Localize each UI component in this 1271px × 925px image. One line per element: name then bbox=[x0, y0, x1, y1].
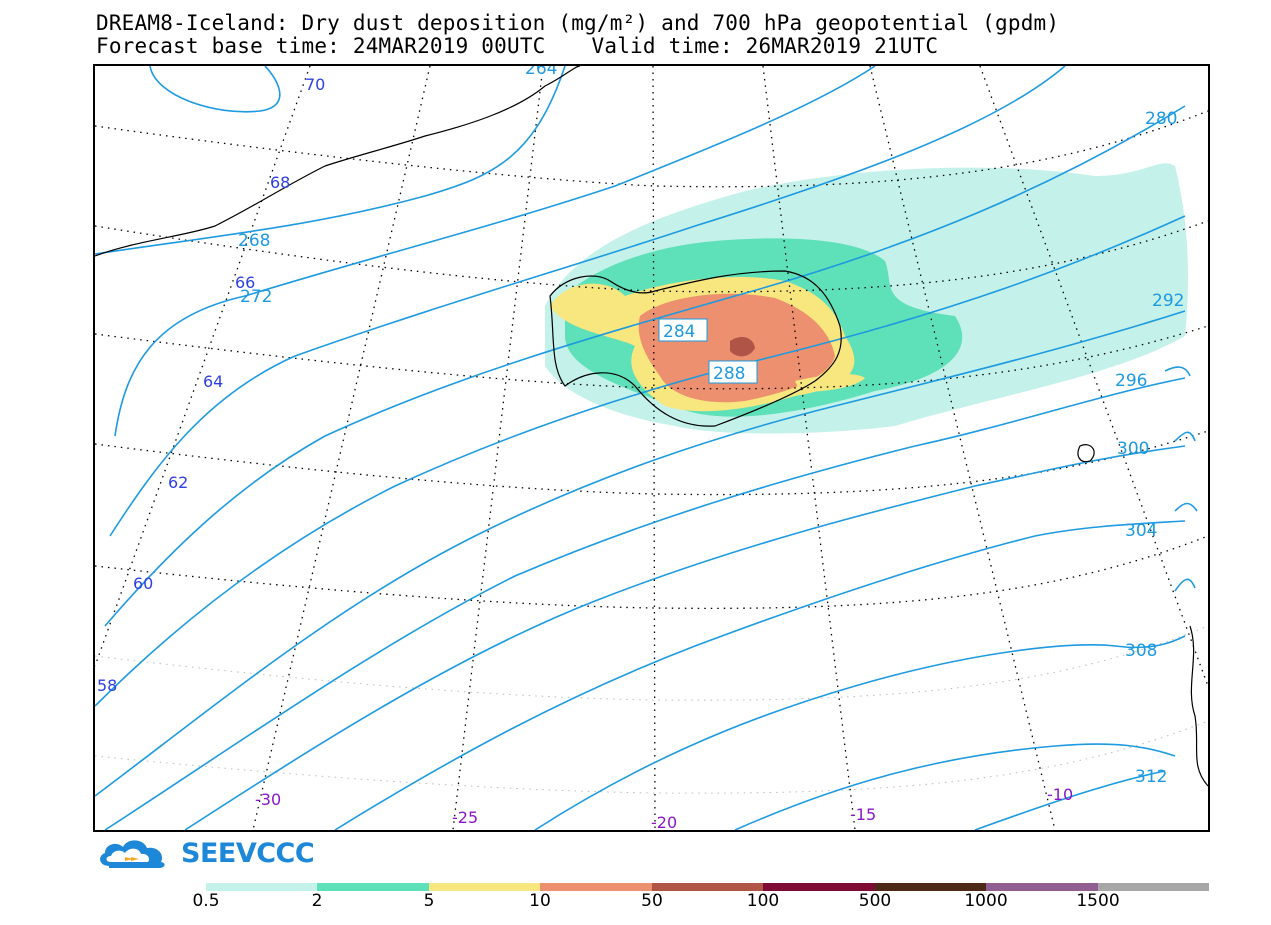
parallels bbox=[95, 110, 1208, 610]
contour-label-292: 292 bbox=[1152, 291, 1184, 311]
longitude-labels: -30 -25 -20 -15 -10 bbox=[255, 785, 1073, 830]
legend-swatch-0_5 bbox=[206, 883, 318, 891]
legend-label-5: 5 bbox=[423, 891, 435, 911]
forecast-map[interactable]: 264 268 272 280 284 288 292 296 300 304 … bbox=[93, 64, 1210, 832]
dust-level-50 bbox=[730, 336, 755, 357]
contour-label-264: 264 bbox=[525, 66, 557, 79]
legend-swatch-1500 bbox=[1097, 883, 1209, 891]
contour-label-304: 304 bbox=[1125, 521, 1157, 541]
contour-label-272: 272 bbox=[240, 287, 272, 307]
lon-label-minus-10: -10 bbox=[1047, 785, 1073, 804]
base-time: Forecast base time: 24MAR2019 00UTC bbox=[96, 34, 546, 58]
contour-label-284: 284 bbox=[663, 322, 695, 342]
valid-time: Valid time: 26MAR2019 21UTC bbox=[591, 34, 939, 58]
logo-text: SEEVCCC bbox=[181, 838, 315, 869]
contour-label-300: 300 bbox=[1117, 439, 1149, 459]
legend-label-2: 2 bbox=[311, 891, 323, 911]
map-canvas: 264 268 272 280 284 288 292 296 300 304 … bbox=[95, 66, 1208, 830]
time-info: Forecast base time: 24MAR2019 00UTC Valid… bbox=[96, 35, 938, 57]
cloud-arrow-logo-icon bbox=[100, 840, 165, 868]
legend-label-0_5: 0.5 bbox=[192, 891, 220, 911]
contour-label-308: 308 bbox=[1125, 641, 1157, 661]
legend-swatch-1000 bbox=[986, 883, 1098, 891]
geopotential-contours bbox=[95, 66, 1198, 830]
legend-label-500: 500 bbox=[858, 891, 892, 911]
lon-label-minus-25: -25 bbox=[452, 808, 478, 827]
color-legend bbox=[206, 883, 1209, 891]
legend-label-50: 50 bbox=[641, 891, 663, 911]
lat-label-68: 68 bbox=[270, 173, 290, 192]
seevccc-logo: SEEVCCC bbox=[95, 836, 315, 872]
dust-level-5-east bbox=[795, 374, 865, 392]
latitude-labels: 70 68 66 64 62 60 58 bbox=[97, 75, 325, 695]
contour-label-296: 296 bbox=[1115, 371, 1147, 391]
legend-swatch-2 bbox=[317, 883, 429, 891]
contour-labels: 264 268 272 280 284 288 292 296 300 304 … bbox=[238, 66, 1184, 787]
legend-swatch-500 bbox=[874, 883, 987, 891]
lat-label-62: 62 bbox=[168, 473, 188, 492]
contour-label-280: 280 bbox=[1145, 109, 1177, 129]
lon-label-minus-20: -20 bbox=[651, 813, 677, 830]
legend-swatch-5 bbox=[428, 883, 541, 891]
contour-label-268: 268 bbox=[238, 231, 270, 251]
legend-label-10: 10 bbox=[529, 891, 551, 911]
contour-label-312: 312 bbox=[1135, 767, 1167, 787]
legend-label-1500: 1500 bbox=[1076, 891, 1120, 911]
lon-label-minus-15: -15 bbox=[850, 805, 876, 824]
legend-label-1000: 1000 bbox=[964, 891, 1008, 911]
legend-swatch-100 bbox=[763, 883, 875, 891]
contour-label-288: 288 bbox=[713, 364, 745, 384]
lon-label-minus-30: -30 bbox=[255, 790, 281, 809]
legend-swatch-50 bbox=[651, 883, 764, 891]
lat-label-70: 70 bbox=[305, 75, 325, 94]
legend-label-100: 100 bbox=[746, 891, 780, 911]
lat-label-58: 58 bbox=[97, 676, 117, 695]
legend-swatch-10 bbox=[540, 883, 652, 891]
lat-label-64: 64 bbox=[203, 372, 223, 391]
meridians bbox=[95, 66, 1208, 830]
map-title: DREAM8-Iceland: Dry dust deposition (mg/… bbox=[96, 11, 1060, 35]
coastline-outline bbox=[95, 66, 1208, 787]
lat-label-66: 66 bbox=[235, 273, 255, 292]
lat-label-60: 60 bbox=[133, 574, 153, 593]
